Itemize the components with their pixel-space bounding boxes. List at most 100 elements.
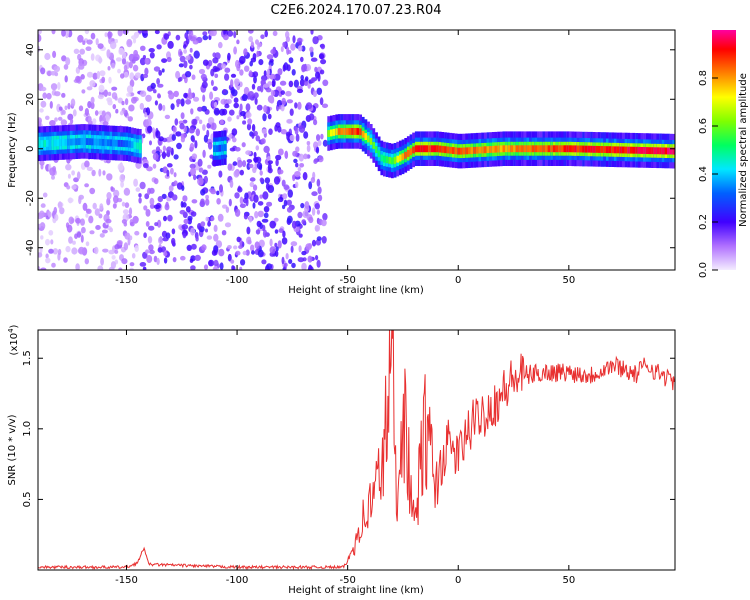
spectrogram-ridge-cell — [510, 145, 514, 153]
spectrogram-ridge-cell — [330, 129, 333, 137]
colorbar-tick-label: 0.4 — [698, 166, 709, 182]
spectrogram-noise-cell — [239, 203, 246, 209]
spectrogram-noise-cell — [167, 214, 173, 222]
spectrogram-noise-cell — [269, 220, 277, 229]
spectrogram-noise-cell — [308, 113, 315, 121]
spectrogram-ridge-cell — [574, 145, 577, 153]
spectrogram-noise-cell — [166, 163, 173, 168]
spectrogram-noise-cell — [131, 253, 136, 259]
spectrogram-noise-cell — [40, 67, 46, 75]
spectrogram-noise-cell — [206, 235, 213, 240]
spectrogram-noise-cell — [114, 244, 120, 250]
spectrogram-noise-cell — [277, 68, 283, 76]
spectrogram-noise-cell — [205, 228, 208, 233]
spectrogram-noise-cell — [63, 257, 68, 263]
spectrogram-noise-cell — [299, 78, 305, 87]
spectrogram-noise-cell — [101, 110, 106, 118]
colorbar-ticks: 0.0 0.2 0.4 0.6 0.8 — [698, 70, 718, 278]
spectrogram-ridge-cell — [128, 140, 131, 148]
spectrogram-xtick-label: 50 — [562, 275, 575, 286]
spectrogram-noise-cell — [85, 46, 92, 51]
spectrogram-noise-cell — [269, 238, 273, 247]
spectrogram-noise-cell — [322, 139, 328, 147]
spectrogram-noise-cell — [52, 50, 57, 59]
spectrogram-ridge-cell — [598, 146, 601, 153]
spectrogram-noise-cell — [301, 262, 307, 270]
spectrogram-noise-cell — [170, 167, 174, 175]
spectrogram-noise-cell — [145, 94, 152, 102]
spectrogram-ridge-cell — [446, 146, 450, 154]
spectrogram-noise-cell — [314, 224, 321, 232]
spectrogram-noise-cell — [228, 133, 233, 139]
snr-marks — [38, 330, 675, 570]
spectrogram-noise-cell — [239, 103, 243, 112]
spectrogram-noise-cell — [238, 245, 243, 249]
spectrogram-noise-cell — [147, 125, 153, 134]
spectrogram-noise-cell — [320, 133, 324, 140]
spectrogram-noise-cell — [135, 187, 141, 192]
spectrogram-noise-cell — [76, 231, 82, 238]
spectrogram-noise-cell — [101, 229, 108, 234]
spectrogram-ridge-cell — [606, 146, 609, 154]
spectrogram-noise-cell — [57, 248, 62, 256]
spectrogram-noise-cell — [231, 128, 238, 136]
spectrogram-noise-cell — [230, 259, 235, 264]
spectrogram-noise-cell — [246, 123, 252, 131]
spectrogram-noise-cell — [138, 197, 142, 204]
spectrogram-noise-cell — [71, 170, 75, 176]
spectrogram-noise-cell — [257, 249, 264, 258]
spectrogram-ridge-cell — [83, 137, 86, 145]
spectrogram-ridge-cell — [380, 154, 384, 162]
spectrogram-noise-cell — [191, 243, 197, 250]
spectrogram-noise-cell — [316, 209, 320, 215]
spectrogram-ridge-cell — [88, 138, 92, 146]
spectrogram-noise-cell — [171, 228, 176, 235]
spectrogram-ridge-cell — [550, 145, 554, 153]
spectrogram-noise-cell — [96, 70, 101, 80]
spectrogram-noise-cell — [224, 104, 230, 109]
spectrogram-noise-cell — [80, 218, 85, 226]
spectrogram-noise-cell — [164, 203, 170, 211]
spectrogram-noise-cell — [166, 146, 173, 153]
spectrogram-noise-cell — [315, 146, 320, 154]
spectrogram-noise-cell — [308, 181, 313, 190]
spectrogram-noise-cell — [229, 109, 235, 116]
spectrogram-noise-cell — [198, 68, 206, 75]
spectrogram-noise-cell — [153, 255, 158, 263]
spectrogram-noise-cell — [283, 199, 288, 207]
spectrogram-noise-cell — [122, 209, 129, 215]
spectrogram-noise-cell — [114, 39, 118, 44]
spectrogram-noise-cell — [51, 262, 56, 268]
spectrogram-noise-cell — [45, 238, 50, 246]
spectrogram-noise-cell — [111, 62, 116, 69]
spectrogram-noise-cell — [99, 203, 104, 211]
spectrogram-noise-cell — [180, 255, 186, 261]
spectrogram-noise-cell — [317, 140, 322, 147]
spectrogram-noise-cell — [53, 65, 61, 73]
spectrogram-noise-cell — [192, 40, 199, 45]
spectrogram-ridge-cell — [404, 151, 408, 159]
spectrogram-noise-cell — [267, 81, 273, 86]
spectrogram-noise-cell — [98, 213, 103, 219]
spectrogram-ridge-cell — [335, 128, 339, 136]
spectrogram-noise-cell — [154, 30, 160, 35]
spectrogram-noise-cell — [171, 240, 175, 246]
spectrogram-noise-cell — [213, 101, 218, 108]
spectrogram-ridge-cell — [656, 147, 660, 155]
spectrogram-noise-cell — [181, 185, 185, 192]
spectrogram-ridge-cell — [576, 145, 580, 153]
spectrogram-noise-cell — [80, 234, 84, 243]
spectrogram-noise-cell — [267, 167, 273, 174]
spectrogram-noise-cell — [281, 256, 285, 265]
spectrogram-noise-cell — [285, 131, 291, 137]
spectrogram-noise-cell — [281, 97, 287, 106]
spectrogram-noise-cell — [289, 134, 295, 142]
spectrogram-noise-cell — [320, 59, 327, 65]
spectrogram-noise-cell — [283, 184, 290, 190]
spectrogram-noise-cell — [182, 233, 187, 239]
spectrogram-ridge-cell — [470, 147, 474, 154]
spectrogram-noise-cell — [142, 30, 148, 34]
spectrogram-noise-cell — [193, 96, 200, 102]
spectrogram-noise-cell — [295, 133, 300, 142]
spectrogram-noise-cell — [224, 67, 231, 73]
